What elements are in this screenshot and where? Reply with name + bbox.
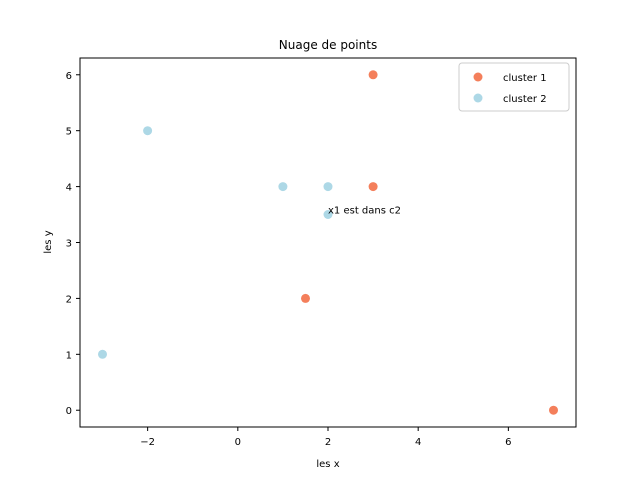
data-point [143,126,153,136]
y-axis-title: les y [43,230,54,253]
data-point [549,405,558,415]
data-point [323,182,333,192]
y-tick-label: 2 [66,294,72,305]
x-axis-title: les x [316,459,339,470]
legend-label: cluster 2 [503,94,547,105]
data-point [98,349,107,359]
y-tick-label: 3 [66,239,72,250]
annotation-label: x1 est dans c2 [328,206,401,217]
data-point [301,293,310,303]
y-tick-label: 4 [66,183,72,194]
legend-box [458,62,570,112]
y-tick-label: 6 [66,71,72,82]
legend-marker [473,93,483,103]
legend-marker [473,72,483,82]
data-point [368,70,378,80]
y-axis-ticks: 0 1 2 3 4 5 6 [66,71,80,417]
data-point [278,182,288,192]
data-point [368,182,378,192]
data-point [323,210,333,219]
x-tick-label: 2 [325,437,331,448]
y-tick-label: 0 [66,406,72,417]
chart-title: Nuage de points [279,38,377,52]
legend-label: cluster 1 [503,73,547,84]
y-tick-label: 5 [66,127,72,138]
data-marks: x1 est dans c2 [98,70,558,415]
x-tick-label: 6 [505,437,511,448]
x-tick-label: −2 [140,437,155,448]
x-tick-label: 4 [415,437,421,448]
legend: cluster 1 cluster 2 [458,62,570,112]
x-tick-label: 0 [235,437,241,448]
y-tick-label: 1 [66,350,72,361]
x-axis-ticks: −2 0 2 4 6 [140,427,512,448]
